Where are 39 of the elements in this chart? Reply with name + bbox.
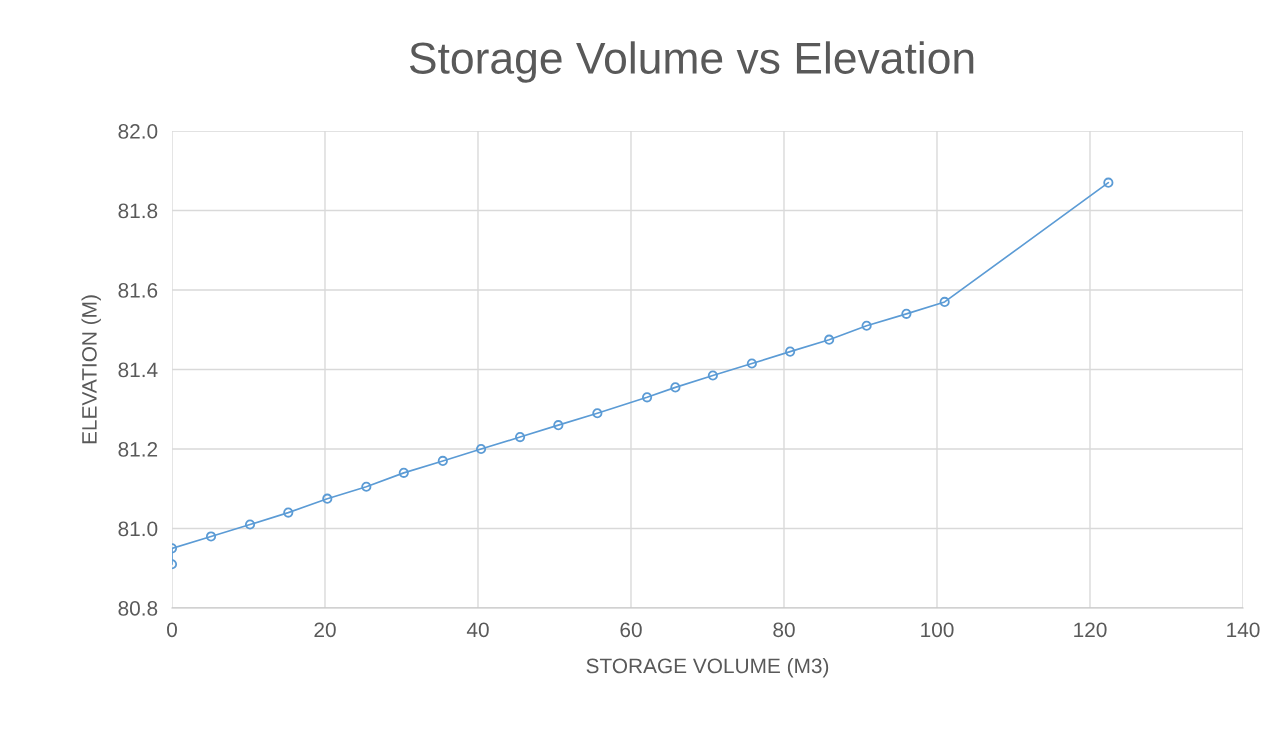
point [361, 481, 372, 492]
x-tick-label: 100 [921, 622, 954, 638]
y-tick-label: 81.0 [118, 521, 158, 537]
point [322, 493, 333, 504]
y-tick-label: 81.6 [118, 283, 158, 298]
point [398, 467, 409, 478]
y-tick-label: 80.8 [118, 601, 158, 616]
point [746, 358, 757, 369]
y-tick-label: 81.4 [118, 362, 158, 378]
x-tick-label: 40 [466, 622, 489, 638]
x-tick-label: 0 [167, 622, 177, 638]
point [475, 443, 487, 455]
point [901, 308, 912, 319]
y-tick-label: 81.2 [118, 442, 158, 457]
x-tick-label: 80 [773, 622, 795, 638]
y-tick-label: 82.0 [118, 124, 158, 139]
point [437, 455, 448, 466]
y-tick-label: 81.8 [118, 203, 158, 219]
x-axis-title: STORAGE VOLUME (M3) [586, 657, 829, 678]
chart-title: Storage Volume vs Elevation [409, 41, 974, 83]
point [707, 370, 718, 381]
point [641, 392, 653, 403]
point [824, 334, 835, 345]
point [861, 320, 872, 331]
point [670, 382, 681, 393]
point [592, 408, 603, 419]
point [205, 531, 217, 542]
point [1103, 177, 1114, 188]
y-axis-title: ELEVATION (M) [81, 295, 101, 444]
point [939, 296, 950, 307]
point [244, 519, 256, 530]
x-tick-label: 20 [314, 622, 336, 638]
point [283, 507, 294, 518]
x-tick-label: 120 [1074, 622, 1107, 638]
x-tick-label: 140 [1227, 622, 1260, 638]
point [515, 432, 526, 443]
point [785, 346, 796, 357]
x-tick-label: 60 [620, 622, 642, 638]
point [553, 420, 564, 431]
